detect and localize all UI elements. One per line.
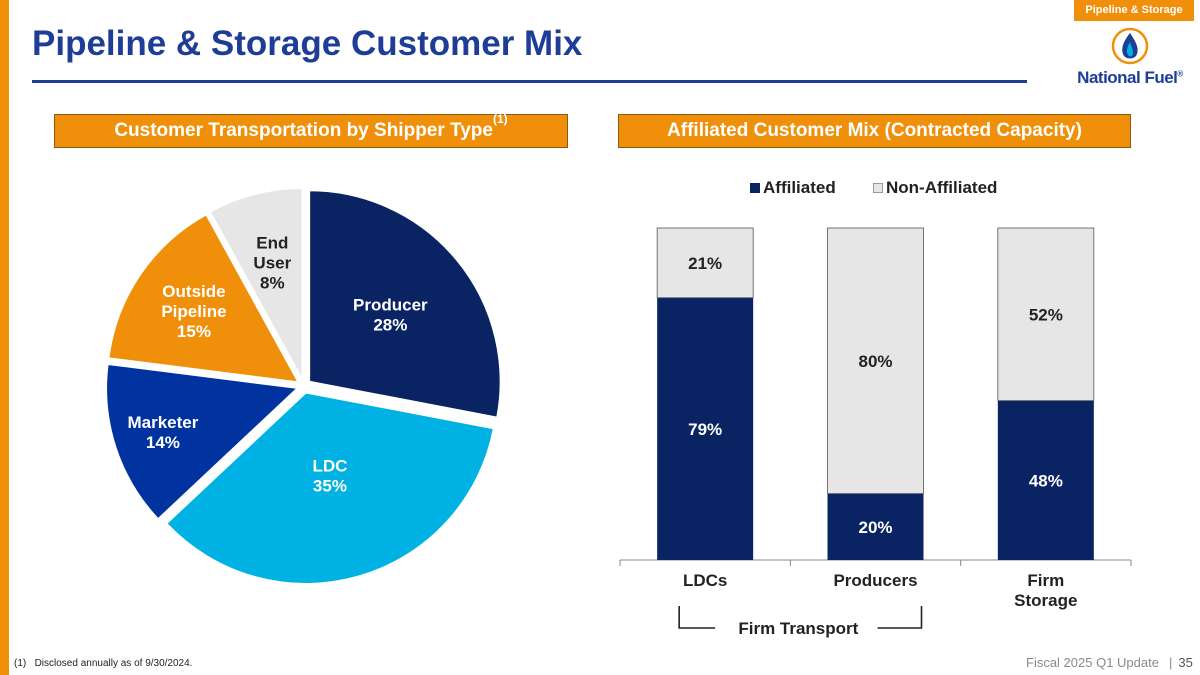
bracket-left — [678, 606, 716, 629]
page-title: Pipeline & Storage Customer Mix — [32, 24, 583, 63]
legend-item-affiliated: Affiliated — [750, 178, 836, 198]
legend-swatch-non-affiliated — [873, 183, 883, 193]
legend-label-affiliated: Affiliated — [763, 178, 836, 197]
bar-firm-storage-non-affiliated — [997, 227, 1095, 402]
bar-ldcs-non-affiliated — [656, 227, 754, 299]
x-tick-label-producers: Producers — [833, 571, 917, 590]
pie-slice-marketer — [105, 363, 300, 520]
pie-slice-end-user — [209, 187, 304, 380]
bar-label-firm-storage-affiliated: 48% — [1029, 471, 1063, 490]
bar-firm-storage-affiliated — [997, 400, 1094, 560]
legend-label-non-affiliated: Non-Affiliated — [886, 178, 998, 197]
pie-label-marketer: Marketer 14% — [127, 413, 198, 452]
bar-panel-header: Affiliated Customer Mix (Contracted Capa… — [618, 114, 1131, 148]
bar-label-producers-non-affiliated: 80% — [858, 352, 892, 371]
bar-label-ldcs-non-affiliated: 21% — [688, 254, 722, 273]
flame-logo-icon — [1111, 27, 1149, 65]
bar-producers-non-affiliated — [827, 227, 924, 495]
bar-producers-affiliated — [827, 493, 924, 560]
pie-panel-header: Customer Transportation by Shipper Type(… — [54, 113, 568, 148]
footer: Fiscal 2025 Q1 Update | 35 — [1026, 655, 1193, 670]
pie-label-outside-pipeline: Outside Pipeline 15% — [161, 282, 226, 341]
title-divider — [32, 80, 1027, 83]
footer-text: Fiscal 2025 Q1 Update — [1026, 655, 1159, 670]
footnote: (1) Disclosed annually as of 9/30/2024. — [14, 658, 193, 669]
chart-legend: Affiliated Non-Affiliated — [0, 178, 1200, 198]
bar-label-ldcs-affiliated: 79% — [688, 420, 722, 439]
pie-label-ldc: LDC 35% — [312, 456, 347, 495]
section-tag: Pipeline & Storage — [1074, 0, 1194, 21]
pie-label-producer: Producer 28% — [353, 296, 428, 335]
logo-wordmark: National Fuel® — [1077, 68, 1183, 87]
pie-slice-producer — [308, 189, 502, 419]
accent-bar — [0, 0, 9, 675]
pie-slice-outside-pipeline — [107, 213, 300, 383]
pie-slice-ldc — [165, 391, 495, 585]
affiliated-mix-bar-chart: 79% 21% LDCs 20% 80% Producers 48% 52% Firm Stora… — [619, 227, 1132, 638]
bracket-right — [877, 606, 923, 629]
bracket-label-firm-transport: Firm Transport — [738, 619, 858, 638]
pie-label-end-user: End User 8% — [253, 234, 291, 293]
bar-label-producers-affiliated: 20% — [858, 518, 892, 537]
legend-swatch-affiliated — [750, 183, 760, 193]
x-tick-label-firm-storage: Firm Storage — [1014, 571, 1077, 610]
bar-ldcs-affiliated — [657, 297, 754, 560]
shipper-type-pie-chart: Producer 28% LDC 35% Marketer 14% Outside Pipel… — [105, 187, 502, 585]
page-number: 35 — [1178, 655, 1193, 670]
legend-item-non-affiliated: Non-Affiliated — [873, 178, 997, 198]
x-tick-label-ldcs: LDCs — [683, 571, 727, 590]
bar-label-firm-storage-non-affiliated: 52% — [1029, 305, 1063, 324]
national-fuel-logo: National Fuel® — [1072, 26, 1188, 88]
